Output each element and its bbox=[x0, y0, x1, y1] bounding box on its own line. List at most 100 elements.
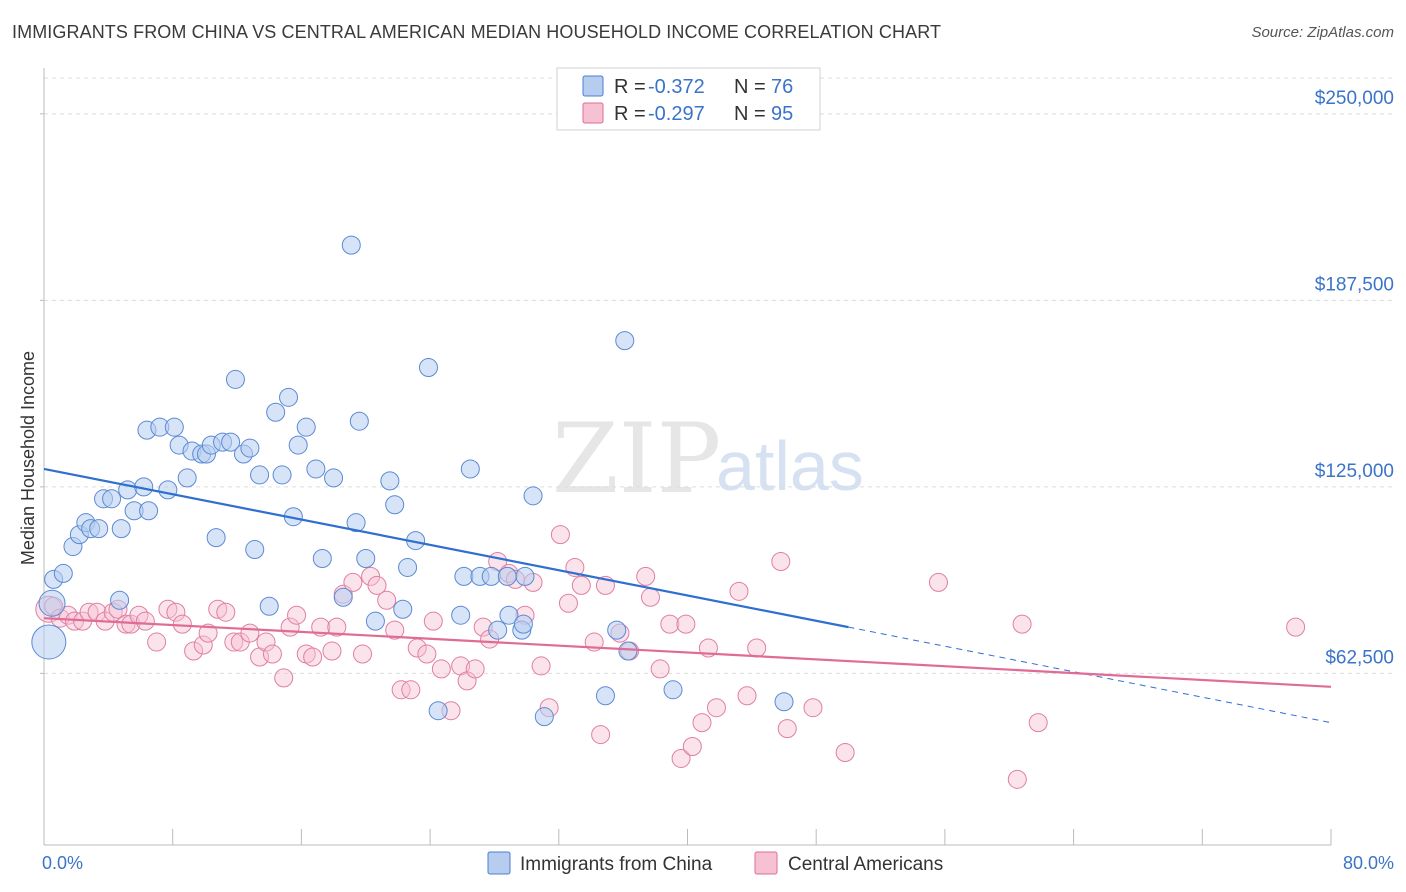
central-american-point bbox=[193, 635, 213, 655]
china-point bbox=[102, 489, 122, 509]
central-american-point bbox=[671, 748, 691, 768]
central-american-point bbox=[640, 587, 660, 607]
central-american-point bbox=[431, 659, 451, 679]
china-point bbox=[111, 519, 131, 539]
central-american-point bbox=[729, 581, 749, 601]
legend-label-central-americans: Central Americans bbox=[788, 854, 943, 875]
chart-title: IMMIGRANTS FROM CHINA VS CENTRAL AMERICA… bbox=[12, 22, 942, 42]
china-point bbox=[460, 459, 480, 479]
china-point bbox=[259, 596, 279, 616]
china-point bbox=[240, 438, 260, 458]
china-point bbox=[497, 566, 517, 586]
trend-line-china bbox=[43, 467, 849, 629]
watermark: ZIP atlas bbox=[552, 403, 864, 515]
central-american-point bbox=[1028, 713, 1048, 733]
y-tick-labels: $62,500 $125,000 $187,500 $250,000 bbox=[1315, 88, 1394, 669]
central-american-point bbox=[385, 620, 405, 640]
central-american-point bbox=[1012, 614, 1032, 634]
china-point bbox=[615, 331, 635, 351]
china-point bbox=[288, 435, 308, 455]
china-point bbox=[349, 411, 369, 431]
china-point bbox=[164, 417, 184, 437]
central-american-point bbox=[692, 713, 712, 733]
legend-n-value-2: 95 bbox=[771, 103, 793, 125]
central-american-point bbox=[287, 605, 307, 625]
central-american-point bbox=[216, 602, 236, 622]
correlation-legend: R = -0.372 N = 76 R = -0.297 N = 95 bbox=[556, 67, 821, 131]
watermark-atlas: atlas bbox=[716, 427, 864, 505]
central-american-point bbox=[417, 644, 437, 664]
china-point bbox=[38, 589, 66, 617]
china-point bbox=[513, 614, 533, 634]
y-tick-label: $125,000 bbox=[1315, 461, 1394, 482]
central-american-point bbox=[198, 623, 218, 643]
legend-r-label-2: R = bbox=[614, 103, 646, 125]
central-american-point bbox=[803, 698, 823, 718]
trend-line-central-americans bbox=[43, 617, 1332, 688]
china-point bbox=[356, 548, 376, 568]
china-point bbox=[221, 432, 241, 452]
china-point bbox=[53, 563, 73, 583]
china-point bbox=[534, 707, 554, 727]
trend-lines bbox=[43, 467, 1332, 724]
central-american-point bbox=[256, 632, 276, 652]
central-american-point bbox=[771, 551, 791, 571]
legend-label-china: Immigrants from China bbox=[520, 854, 713, 875]
central-american-point bbox=[377, 590, 397, 610]
china-point bbox=[306, 459, 326, 479]
china-point bbox=[110, 590, 130, 610]
central-american-point bbox=[636, 566, 656, 586]
x-tick-label-min: 0.0% bbox=[42, 853, 83, 873]
central-american-point bbox=[322, 641, 342, 661]
central-american-point bbox=[367, 575, 387, 595]
china-point bbox=[774, 692, 794, 712]
china-point bbox=[385, 495, 405, 515]
china-point bbox=[515, 566, 535, 586]
central-american-point bbox=[835, 742, 855, 762]
central-american-point bbox=[1286, 617, 1306, 637]
legend-n-label-1: N = bbox=[734, 76, 766, 98]
y-axis-label: Median Household Income bbox=[18, 351, 38, 565]
china-point bbox=[454, 566, 474, 586]
china-point bbox=[341, 235, 361, 255]
china-point bbox=[312, 548, 332, 568]
legend-r-label-1: R = bbox=[614, 76, 646, 98]
china-point bbox=[279, 387, 299, 407]
central-american-point bbox=[262, 644, 282, 664]
china-point bbox=[31, 624, 67, 660]
central-american-point bbox=[747, 638, 767, 658]
china-point bbox=[225, 369, 245, 389]
china-point bbox=[177, 468, 197, 488]
central-american-point bbox=[465, 659, 485, 679]
china-point bbox=[393, 599, 413, 619]
central-american-point bbox=[550, 525, 570, 545]
legend-swatch-pink bbox=[582, 102, 604, 124]
central-american-point bbox=[571, 575, 591, 595]
central-american-point bbox=[343, 572, 363, 592]
series-immigrants-china-points bbox=[31, 235, 794, 727]
china-point bbox=[398, 557, 418, 577]
central-american-point bbox=[682, 737, 702, 757]
china-point bbox=[481, 566, 501, 586]
china-point bbox=[245, 540, 265, 560]
central-american-point bbox=[777, 719, 797, 739]
china-point bbox=[607, 620, 627, 640]
central-american-point bbox=[928, 572, 948, 592]
x-tick-label-max: 80.0% bbox=[1343, 853, 1394, 873]
y-tick-label: $62,500 bbox=[1325, 647, 1394, 668]
china-point bbox=[523, 486, 543, 506]
china-point bbox=[428, 701, 448, 721]
china-point bbox=[266, 402, 286, 422]
central-american-point bbox=[591, 725, 611, 745]
y-tick-label: $187,500 bbox=[1315, 274, 1394, 295]
china-point bbox=[618, 641, 638, 661]
central-american-point bbox=[676, 614, 696, 634]
central-american-point bbox=[660, 614, 680, 634]
central-american-point bbox=[166, 602, 186, 622]
china-point bbox=[333, 587, 353, 607]
china-point bbox=[595, 686, 615, 706]
source-credit: Source: ZipAtlas.com bbox=[1251, 24, 1394, 41]
china-point bbox=[296, 417, 316, 437]
central-american-point bbox=[558, 593, 578, 613]
